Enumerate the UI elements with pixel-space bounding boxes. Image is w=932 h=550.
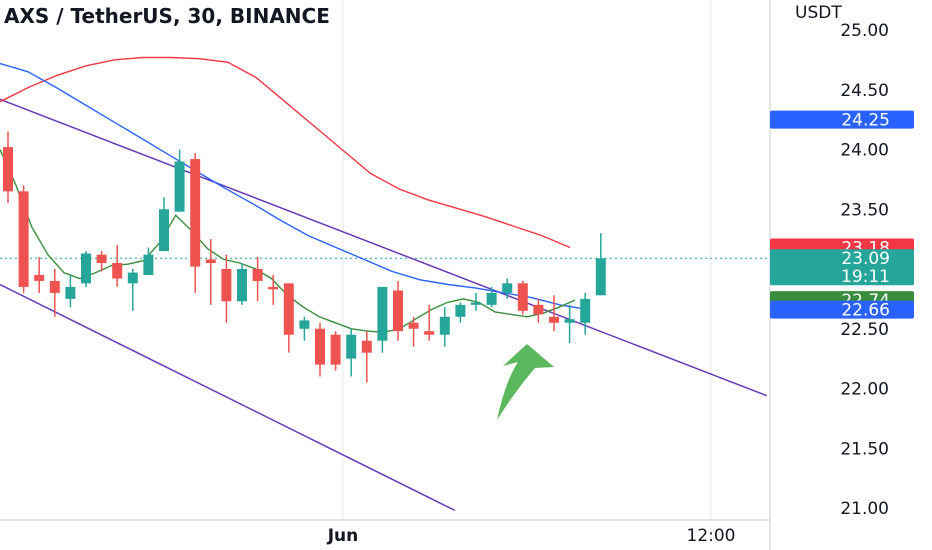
- moving-averages: [0, 56, 589, 334]
- price-tick-label: 24.00: [840, 141, 889, 161]
- candle-body: [299, 320, 310, 329]
- candlesticks: [3, 131, 606, 383]
- price-badge: [770, 249, 914, 286]
- candle-body: [393, 290, 403, 332]
- candle-body: [268, 286, 279, 290]
- price-badge-countdown: 19:11: [841, 267, 890, 287]
- candle-body: [549, 316, 559, 323]
- price-badge-value: 22.66: [841, 301, 890, 321]
- candle-body: [564, 319, 575, 323]
- price-tick-label: 25.00: [840, 21, 889, 41]
- candle-body: [502, 283, 513, 293]
- candle-body: [205, 259, 216, 264]
- price-badge: [770, 300, 914, 319]
- candle-body: [595, 258, 606, 296]
- candle-body: [346, 334, 357, 359]
- time-tick-label: 12:00: [687, 526, 736, 546]
- candle-body: [237, 269, 247, 302]
- candle-body: [455, 304, 466, 317]
- trendlines: [0, 98, 768, 512]
- candle-body: [283, 283, 294, 335]
- trendline: [0, 283, 456, 512]
- candle-body: [252, 269, 263, 281]
- candle-body: [190, 159, 201, 267]
- candle-body: [471, 302, 481, 305]
- candle-body: [517, 283, 528, 311]
- price-tick-label: 21.00: [840, 499, 889, 519]
- moving-average-line: [0, 62, 589, 311]
- candle-body: [65, 286, 76, 299]
- candle-body: [330, 334, 341, 365]
- candle-body: [486, 292, 497, 305]
- candle-body: [377, 286, 388, 341]
- price-badge-value: 23.09: [841, 249, 890, 269]
- candle-body: [439, 316, 450, 335]
- price-tick-label: 23.50: [840, 200, 889, 220]
- price-badge-value: 24.25: [841, 111, 890, 131]
- candle-body: [34, 274, 45, 281]
- time-axis[interactable]: Jun 12:00: [327, 526, 736, 546]
- candle-body: [424, 331, 435, 335]
- candle-body: [174, 161, 185, 212]
- price-tick-label: 22.00: [840, 380, 889, 400]
- price-tick-label: 21.50: [840, 439, 889, 459]
- candle-body: [127, 272, 138, 284]
- chart-title: AXS / TetherUS, 30, BINANCE: [4, 4, 330, 28]
- candle-body: [3, 147, 13, 192]
- price-badge: [770, 110, 914, 129]
- candle-body: [408, 322, 419, 329]
- candle-body: [580, 298, 591, 323]
- trendline: [0, 98, 768, 397]
- candle-body: [49, 280, 60, 293]
- candle-body: [221, 269, 232, 302]
- candle-body: [361, 340, 372, 353]
- price-axis[interactable]: 25.00 24.50 24.00 23.50 22.50 22.00 21.50 21.00: [840, 21, 889, 519]
- candle-body: [143, 254, 154, 275]
- time-tick-label: Jun: [327, 526, 359, 546]
- candle-body: [533, 304, 544, 315]
- price-tick-label: 24.50: [840, 81, 889, 101]
- currency-label: USDT: [795, 3, 842, 23]
- candle-body: [159, 209, 169, 252]
- moving-average-line: [0, 56, 571, 249]
- price-tick-label: 22.50: [840, 320, 889, 340]
- green-arrow-annotation: [497, 344, 554, 420]
- candle-body: [81, 253, 91, 284]
- candle-body: [96, 254, 107, 264]
- arrow-shape: [497, 344, 554, 420]
- candle-body: [112, 263, 123, 279]
- candle-body: [315, 328, 325, 365]
- candle-body: [18, 191, 29, 287]
